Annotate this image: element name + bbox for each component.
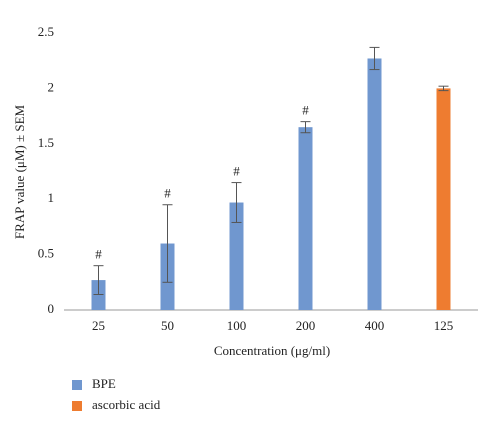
legend-swatch [72,401,82,411]
bar [298,127,313,311]
x-tick-label: 25 [92,318,105,333]
y-tick-label: 1 [48,190,55,205]
annotation: # [164,186,171,201]
x-tick-label: 125 [434,318,454,333]
x-tick-label: 100 [227,318,247,333]
legend-label: ascorbic acid [92,397,161,412]
annotation: # [95,247,102,262]
y-tick-label: 2.5 [38,24,54,39]
bar [91,280,106,310]
bar [367,58,382,310]
y-axis-label: FRAP value (μM) ± SEM [12,104,27,239]
legend-swatch [72,380,82,390]
x-tick-label: 200 [296,318,316,333]
y-tick-label: 0.5 [38,246,54,261]
x-axis-label: Concentration (μg/ml) [214,343,330,358]
x-tick-label: 50 [161,318,174,333]
y-tick-label: 1.5 [38,135,54,150]
annotation: # [233,164,240,179]
legend-label: BPE [92,376,116,391]
x-tick-label: 400 [365,318,385,333]
bar [436,88,451,311]
y-tick-label: 0 [48,301,55,316]
annotation: # [302,103,309,118]
bar [229,202,244,310]
y-tick-label: 2 [48,79,55,94]
